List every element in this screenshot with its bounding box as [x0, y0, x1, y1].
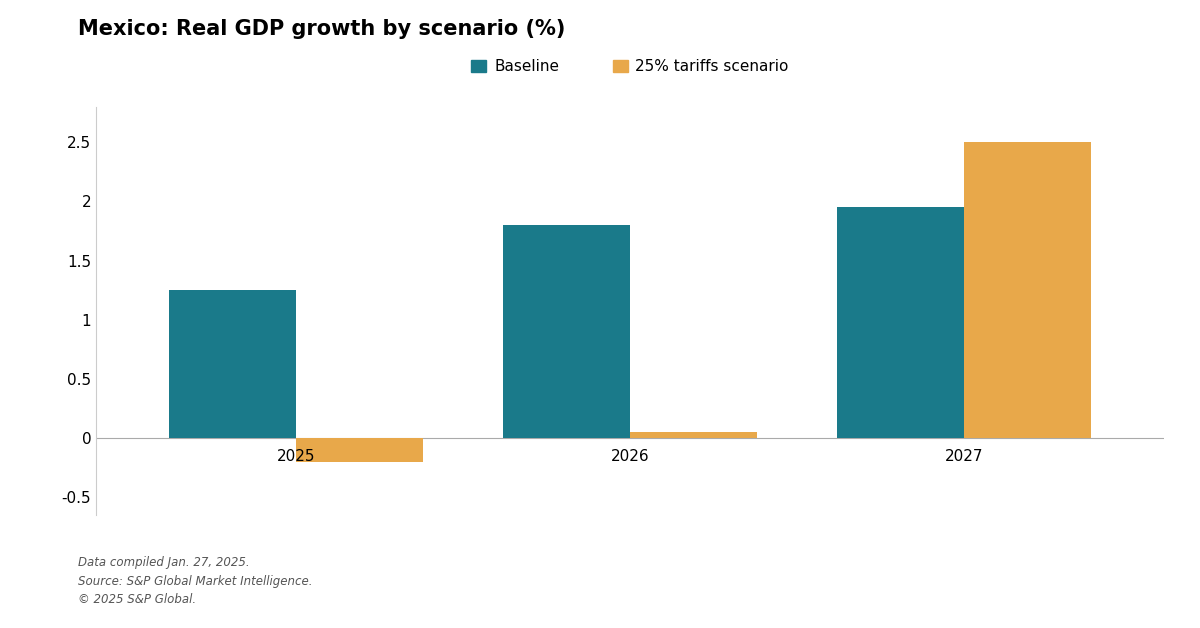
Text: Data compiled Jan. 27, 2025.: Data compiled Jan. 27, 2025. — [78, 556, 250, 569]
Bar — [503, 225, 630, 438]
Text: © 2025 S&P Global.: © 2025 S&P Global. — [78, 593, 196, 607]
Bar — [169, 290, 296, 438]
Text: Mexico: Real GDP growth by scenario (%): Mexico: Real GDP growth by scenario (%) — [78, 19, 565, 39]
Text: 2026: 2026 — [611, 449, 649, 464]
Text: Source: S&P Global Market Intelligence.: Source: S&P Global Market Intelligence. — [78, 575, 312, 588]
Legend: Baseline, 25% tariffs scenario: Baseline, 25% tariffs scenario — [466, 53, 794, 80]
Bar — [836, 207, 964, 438]
Bar — [964, 143, 1091, 438]
Bar — [630, 432, 757, 438]
Text: 2025: 2025 — [277, 449, 316, 464]
Text: 2027: 2027 — [944, 449, 983, 464]
Bar — [296, 438, 424, 462]
